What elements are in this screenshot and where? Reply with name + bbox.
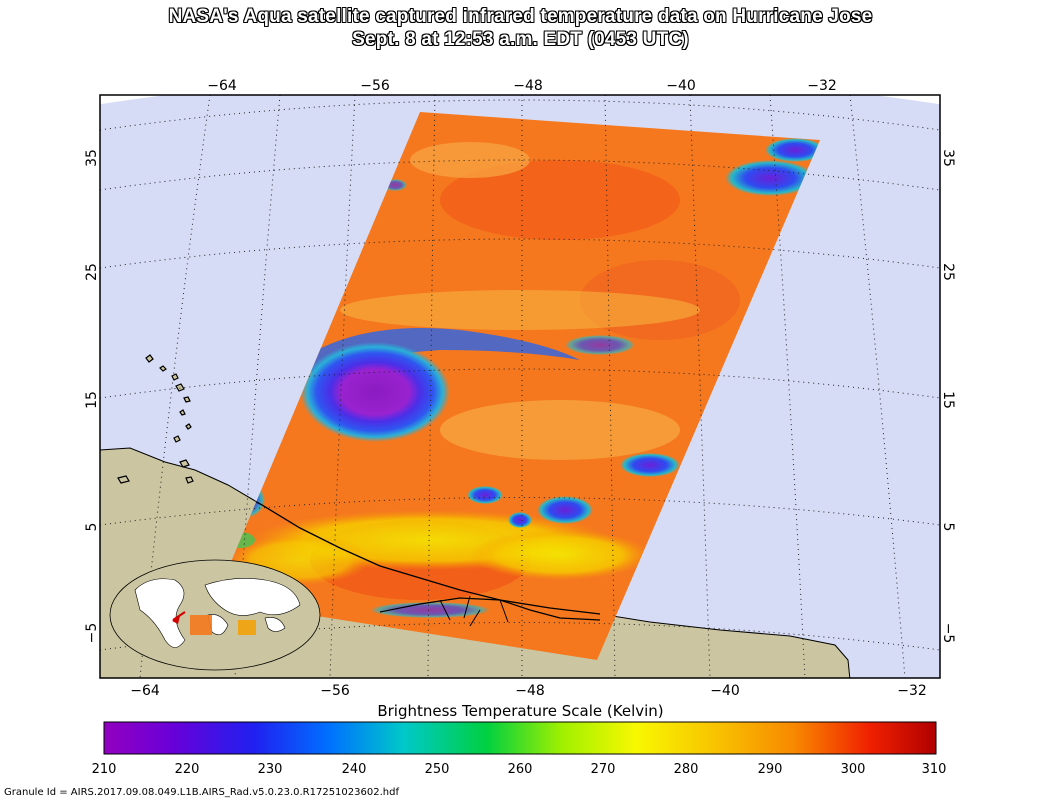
lon-label-top-32: −32	[807, 78, 837, 94]
lon-label-top-40: −40	[666, 78, 696, 94]
scale-tick-240: 240	[342, 762, 367, 777]
lat-label-right-minus5: −5	[940, 623, 956, 644]
lon-label-top-64: −64	[207, 78, 237, 94]
granule-id: Granule Id = AIRS.2017.09.08.049.L1B.AIR…	[4, 787, 399, 798]
scale-tick-230: 230	[258, 762, 283, 777]
scale-tick-250: 250	[425, 762, 450, 777]
lat-label-right-5: 5	[940, 523, 956, 532]
hurricane-jose-core	[300, 342, 450, 442]
title-line-2: Sept. 8 at 12:53 a.m. EDT (0453 UTC)	[352, 29, 689, 50]
scale-tick-300: 300	[841, 762, 866, 777]
locator-globe-inset	[109, 559, 321, 671]
lon-label-bottom-56: −56	[320, 683, 350, 699]
lat-label-left-minus5: −5	[84, 623, 100, 644]
lon-label-bottom-64: −64	[130, 683, 160, 699]
lat-label-left-25: 25	[84, 263, 100, 281]
caribbean-islands	[117, 354, 194, 484]
color-scale-bar	[103, 721, 937, 755]
lon-label-top-48: −48	[513, 78, 543, 94]
scale-tick-210: 210	[92, 762, 117, 777]
title-line-1: NASA's Aqua satellite captured infrared …	[168, 6, 873, 27]
latitude-gridlines	[100, 99, 940, 651]
scale-tick-290: 290	[758, 762, 783, 777]
scale-tick-310: 310	[922, 762, 947, 777]
lat-label-left-15: 15	[84, 391, 100, 409]
lat-label-left-35: 35	[84, 149, 100, 167]
lon-label-bottom-48: −48	[515, 683, 545, 699]
scale-title: Brightness Temperature Scale (Kelvin)	[377, 702, 664, 720]
scale-tick-280: 280	[674, 762, 699, 777]
lat-label-left-5: 5	[84, 523, 100, 532]
lon-label-top-56: −56	[360, 78, 390, 94]
lat-label-right-25: 25	[940, 263, 956, 281]
scale-tick-270: 270	[591, 762, 616, 777]
lon-label-bottom-32: −32	[897, 683, 927, 699]
scale-tick-260: 260	[508, 762, 533, 777]
lat-label-right-15: 15	[940, 391, 956, 409]
scale-tick-220: 220	[175, 762, 200, 777]
lat-label-right-35: 35	[940, 149, 956, 167]
longitude-gridlines	[139, 95, 906, 678]
lon-label-bottom-40: −40	[710, 683, 740, 699]
